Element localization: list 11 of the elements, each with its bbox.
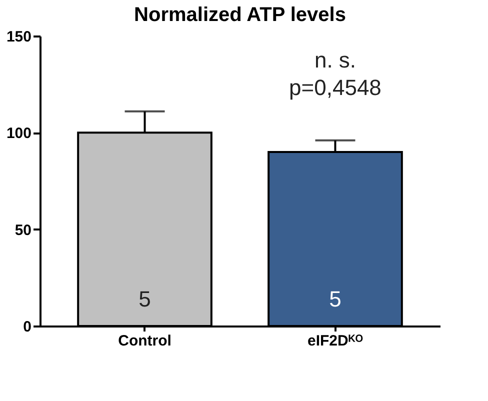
annotation: 5 [138,286,151,312]
x-tick-label: eIF2Dᴷᴼ [307,332,364,350]
annotation: p=0,4548 [289,74,382,100]
y-tick-label: 0 [23,318,32,336]
y-tick-label: 150 [6,28,32,46]
x-tick-label: Control [118,332,172,350]
annotation: n. s. [314,47,356,72]
y-tick-label: 50 [14,222,32,239]
chart-title: Normalized ATP levels [134,4,346,26]
annotation: 5 [329,286,342,312]
y-tick-label: 100 [6,125,32,142]
